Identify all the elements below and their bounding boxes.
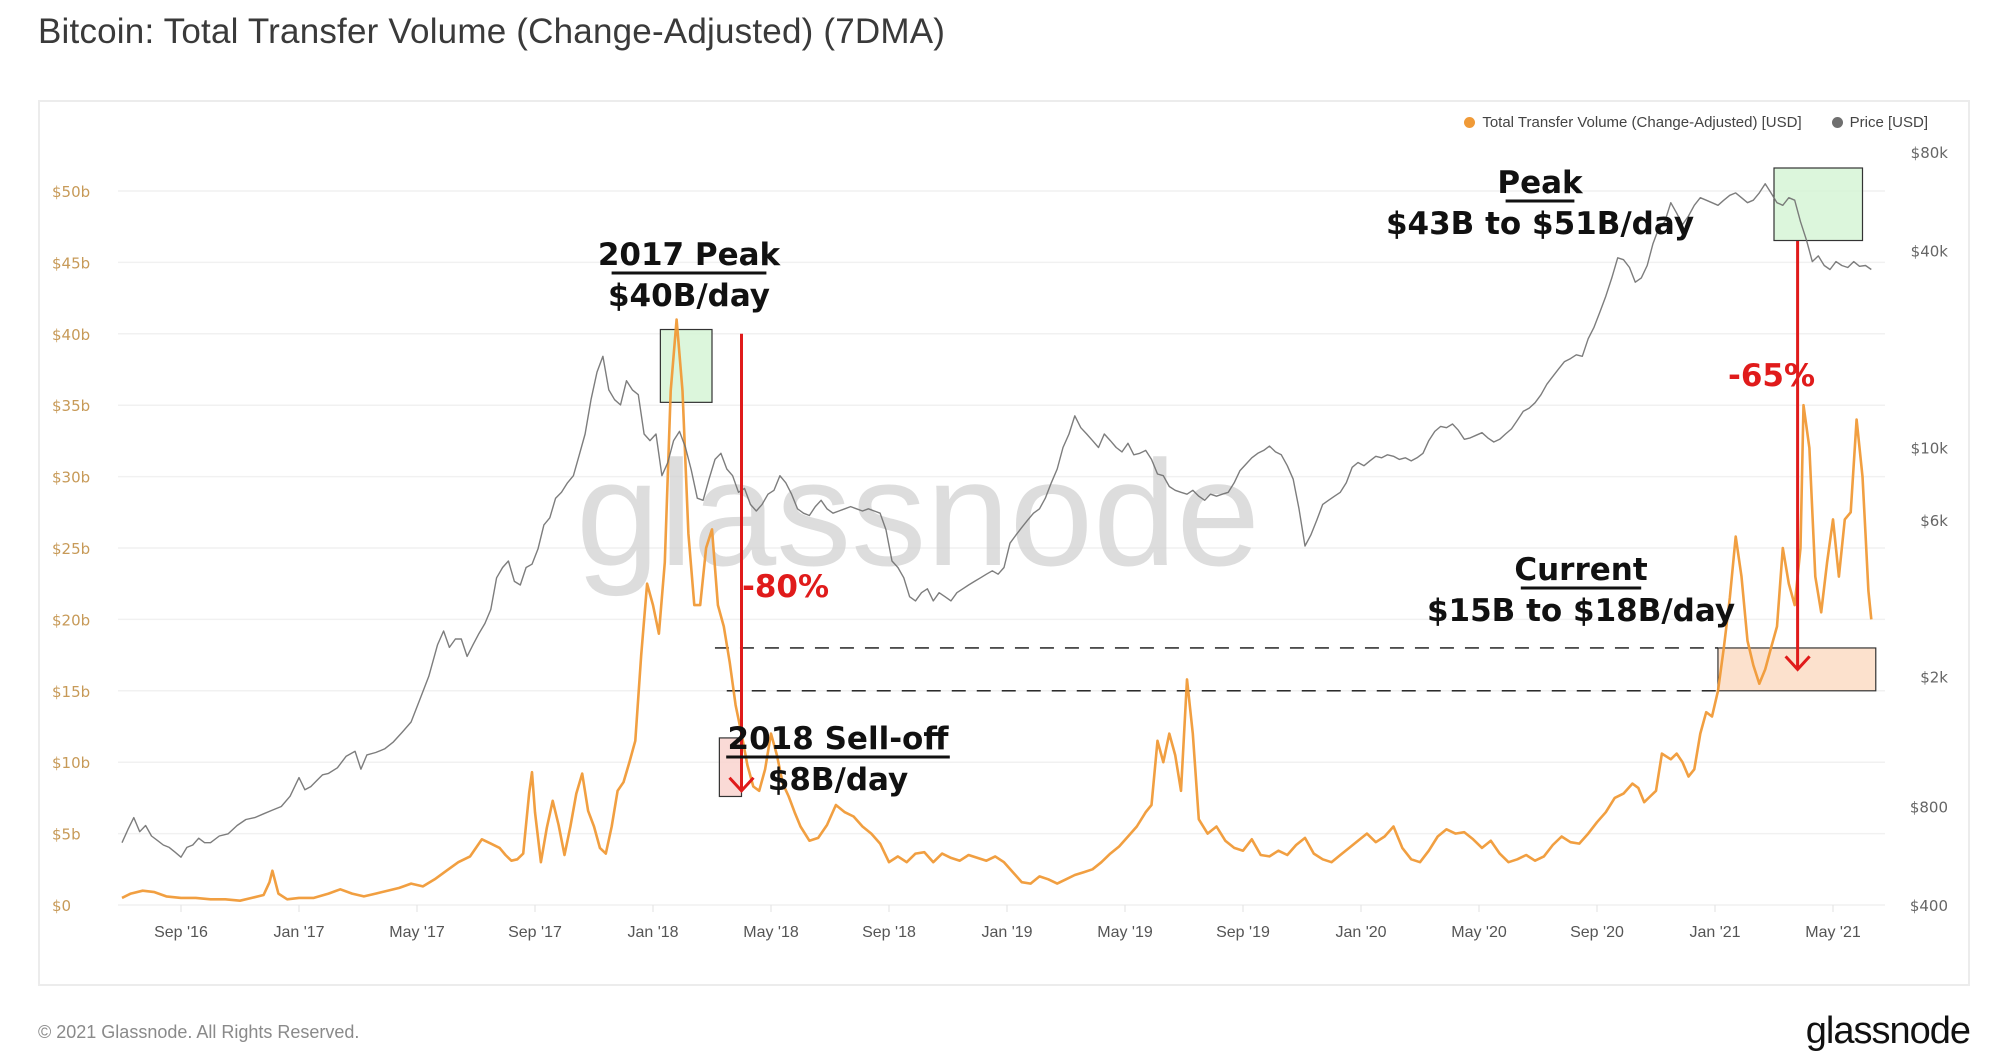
y-left-tick-label: $15b [52, 683, 90, 701]
y-left-tick-label: $0 [52, 897, 71, 915]
peak-2021-box [1773, 167, 1864, 242]
price-series-line [121, 183, 1872, 858]
arrow-drop-2021-head-icon [1784, 655, 1811, 672]
series-group [121, 183, 1873, 902]
label-drop-2018-percent: -80% [742, 569, 829, 605]
page-title: Bitcoin: Total Transfer Volume (Change-A… [38, 12, 946, 51]
x-tick-label: May '17 [389, 924, 445, 941]
y-axis-right: $400 $800 $2k $6k $10k $40k $80k [1910, 144, 1948, 915]
y-right-tick-label: $400 [1910, 897, 1948, 915]
y-left-tick-label: $10b [52, 754, 90, 772]
y-left-tick-label: $20b [52, 611, 90, 629]
x-tick-label: May '19 [1097, 924, 1153, 941]
volume-series-line [121, 318, 1873, 902]
x-tick-label: Sep '16 [154, 924, 208, 941]
legend-label-price: Price [USD] [1849, 114, 1928, 131]
y-right-tick-label: $80k [1911, 144, 1949, 162]
legend-dot-price-icon [1831, 117, 1843, 128]
chart-legend: Total Transfer Volume (Change-Adjusted) … [1464, 114, 1928, 131]
label-drop-2021-percent: -65% [1728, 358, 1815, 394]
x-tick-label: May '20 [1451, 924, 1507, 941]
x-tick-label: Jan '19 [981, 924, 1032, 941]
y-right-tick-label: $2k [1920, 668, 1948, 686]
label-current-2021-title: Current [1514, 552, 1647, 588]
footer-copyright: © 2021 Glassnode. All Rights Reserved. [38, 1022, 360, 1042]
y-left-tick-label: $25b [52, 540, 90, 558]
legend-label-volume: Total Transfer Volume (Change-Adjusted) … [1482, 114, 1802, 131]
watermark: glassnode [576, 429, 1260, 597]
x-axis: Sep '16 Jan '17 May '17 Sep '17 Jan '18 May '… [154, 905, 1861, 941]
x-tick-label: Jan '18 [627, 924, 678, 941]
arrow-drop-2018-head-icon [728, 776, 755, 793]
legend-item-price[interactable]: Price [USD] [1831, 114, 1928, 131]
y-right-tick-label: $10k [1911, 440, 1949, 458]
legend-item-volume[interactable]: Total Transfer Volume (Change-Adjusted) … [1464, 114, 1802, 131]
label-selloff-2018-subtitle: $8B/day [768, 762, 908, 798]
y-axis-left: $0 $5b $10b $15b $20b $25b $30b $35b $40b $45b $50… [52, 183, 90, 915]
annotation-labels: 2017 Peak $40B/day 2018 Sell-off $8B/day Pea… [598, 165, 1815, 798]
y-left-tick-label: $50b [52, 183, 90, 201]
dashed-levels [714, 647, 1718, 692]
x-tick-label: Jan '21 [1689, 924, 1740, 941]
y-left-tick-label: $40b [52, 326, 90, 344]
y-left-tick-label: $5b [52, 826, 81, 844]
label-peak-2021-title: Peak [1497, 165, 1584, 201]
x-tick-label: Sep '17 [508, 924, 562, 941]
label-selloff-2018-title: 2018 Sell-off [728, 721, 950, 757]
y-left-tick-label: $45b [52, 254, 90, 272]
label-peak-2017-subtitle: $40B/day [608, 278, 770, 314]
x-tick-label: Sep '19 [1216, 924, 1270, 941]
x-tick-label: Sep '20 [1570, 924, 1624, 941]
y-right-tick-label: $6k [1920, 512, 1948, 530]
x-tick-label: May '18 [743, 924, 799, 941]
x-tick-label: May '21 [1805, 924, 1861, 941]
y-right-tick-label: $40k [1911, 243, 1949, 261]
footer-logo[interactable]: glassnode [1805, 1010, 1971, 1052]
legend-dot-volume-icon [1464, 117, 1476, 128]
y-left-tick-label: $30b [52, 469, 90, 487]
y-left-tick-label: $35b [52, 397, 90, 415]
peak-2017-box [659, 328, 713, 403]
y-right-tick-label: $800 [1910, 798, 1948, 816]
label-current-2021-subtitle: $15B to $18B/day [1427, 593, 1735, 629]
x-tick-label: Sep '18 [862, 924, 916, 941]
chart-frame [38, 100, 1970, 986]
annotation-arrows [728, 240, 1811, 793]
x-tick-label: Jan '20 [1335, 924, 1386, 941]
x-tick-label: Jan '17 [273, 924, 324, 941]
label-peak-2021-subtitle: $43B to $51B/day [1386, 206, 1694, 242]
label-peak-2017-title: 2017 Peak [598, 237, 782, 273]
